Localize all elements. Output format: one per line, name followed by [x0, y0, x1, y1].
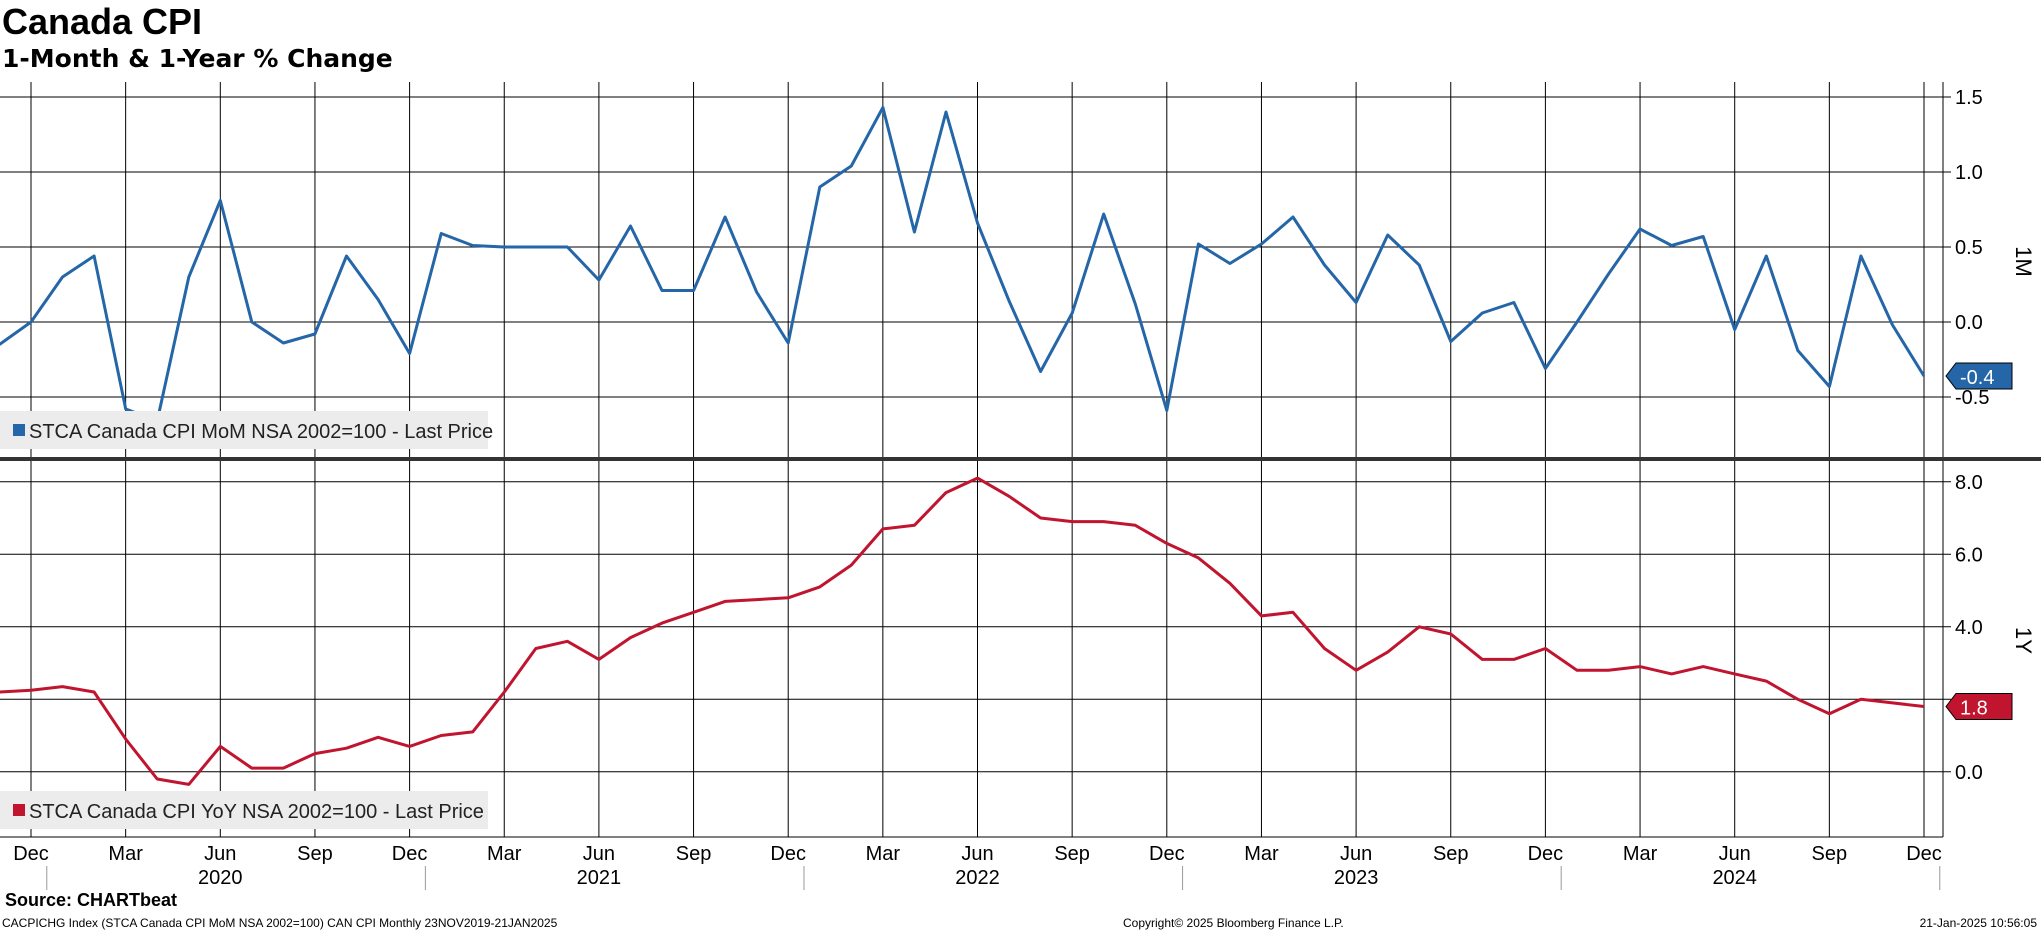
footer-timestamp: 21-Jan-2025 10:56:05: [1919, 916, 2037, 930]
y-tick-label: 0.5: [1955, 237, 1983, 259]
legend-label: STCA Canada CPI YoY NSA 2002=100 - Last …: [29, 801, 484, 823]
y-tick-label: 6.0: [1955, 544, 1983, 566]
x-year-label: 2022: [955, 867, 1000, 889]
chart-title: Canada CPI: [2, 1, 203, 42]
last-value-marker: [1945, 693, 2013, 720]
x-tick-label: Mar: [1623, 843, 1658, 865]
x-tick-label: Jun: [1340, 843, 1372, 865]
legend-label: STCA Canada CPI MoM NSA 2002=100 - Last …: [29, 421, 493, 443]
x-tick-label: Sep: [676, 843, 712, 865]
x-tick-label: Mar: [108, 843, 143, 865]
x-year-label: 2024: [1712, 867, 1757, 889]
x-year-label: 2020: [198, 867, 243, 889]
last-value-label: -0.4: [1960, 367, 1994, 389]
x-tick-label: Mar: [487, 843, 522, 865]
legend-box: [0, 411, 488, 449]
x-tick-label: Jun: [204, 843, 236, 865]
source-note: Source: CHARTbeat: [5, 890, 178, 910]
x-tick-label: Jun: [961, 843, 993, 865]
axis-label-1y: 1Y: [2011, 627, 2036, 654]
legend-box: [0, 791, 488, 829]
y-tick-label: -0.5: [1955, 387, 1989, 409]
y-tick-label: 8.0: [1955, 472, 1983, 494]
chart-subtitle: 1-Month & 1-Year % Change: [2, 44, 393, 73]
last-value-label: 1.8: [1960, 698, 1988, 720]
x-tick-label: Mar: [1244, 843, 1279, 865]
x-tick-label: Dec: [1528, 843, 1564, 865]
x-tick-label: Dec: [770, 843, 806, 865]
axis-label-1m: 1M: [2011, 246, 2036, 277]
x-tick-label: Dec: [13, 843, 49, 865]
x-tick-label: Jun: [1719, 843, 1751, 865]
x-tick-label: Sep: [1812, 843, 1848, 865]
x-tick-label: Jun: [583, 843, 615, 865]
x-tick-label: Dec: [1906, 843, 1942, 865]
footer-index-info: CACPICHG Index (STCA Canada CPI MoM NSA …: [2, 916, 558, 930]
y-tick-label: 0.0: [1955, 762, 1983, 784]
series-line-1y: [0, 476, 1925, 786]
y-tick-label: 0.0: [1955, 312, 1983, 334]
y-tick-label: 1.5: [1955, 87, 1983, 109]
x-tick-label: Sep: [1433, 843, 1469, 865]
x-year-label: 2021: [577, 867, 622, 889]
x-tick-label: Mar: [866, 843, 901, 865]
last-value-marker: [1945, 362, 2013, 390]
y-tick-label: 1.0: [1955, 162, 1983, 184]
legend-swatch: [13, 424, 25, 436]
x-tick-label: Sep: [1054, 843, 1090, 865]
x-tick-label: Dec: [1149, 843, 1185, 865]
y-tick-label: 4.0: [1955, 617, 1983, 639]
x-year-label: 2023: [1334, 867, 1379, 889]
footer-copyright: Copyright© 2025 Bloomberg Finance L.P.: [1123, 916, 1344, 930]
series-line-1m: [0, 106, 1926, 423]
x-tick-label: Sep: [297, 843, 333, 865]
x-tick-label: Dec: [392, 843, 428, 865]
legend-swatch: [13, 804, 25, 816]
